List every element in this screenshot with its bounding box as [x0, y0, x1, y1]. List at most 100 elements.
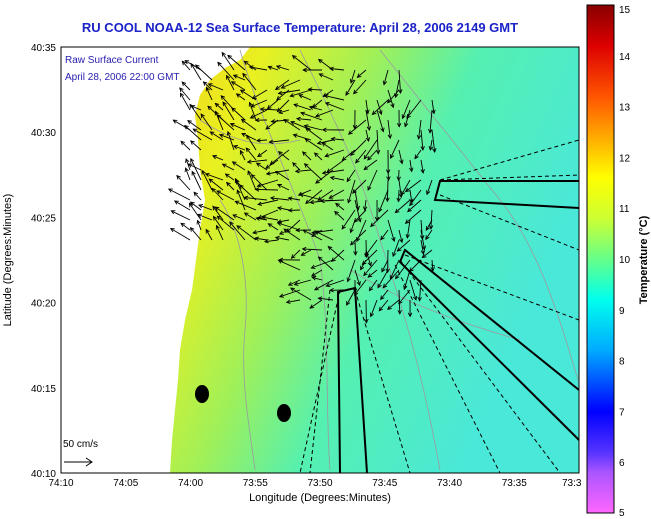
current-vector-head [291, 54, 297, 60]
current-vector-head [365, 137, 371, 143]
current-vector-head [316, 140, 322, 145]
current-vector-head [184, 60, 190, 65]
current-vector [365, 129, 370, 142]
current-vector-head [224, 173, 230, 178]
current-vector [370, 299, 378, 317]
current-vector-head [390, 154, 395, 160]
current-vector [364, 239, 378, 257]
current-vector [367, 149, 378, 161]
current-vector [405, 179, 422, 192]
current-vector [364, 199, 367, 211]
current-vector [222, 101, 235, 121]
current-vector [189, 104, 202, 121]
current-vector [275, 171, 290, 181]
current-vector-head [317, 196, 323, 201]
current-vector [244, 197, 268, 201]
current-vector-head [216, 114, 222, 119]
current-vector-head [401, 190, 406, 196]
current-vector-head [321, 127, 327, 133]
current-vector-head [298, 94, 304, 99]
current-vector-head [350, 151, 355, 157]
current-vector-head [319, 198, 325, 204]
current-vector [420, 129, 424, 150]
current-vector [409, 259, 422, 272]
current-vector [231, 81, 246, 91]
current-vector [378, 299, 389, 311]
current-vector [252, 89, 268, 99]
current-vector [398, 69, 401, 94]
current-vector [406, 99, 422, 119]
current-vector [288, 279, 301, 286]
current-vector-head [387, 305, 392, 310]
current-vector-head [300, 251, 306, 256]
current-vector-head [404, 187, 410, 193]
radar-boundary-lines [336, 180, 580, 474]
current-vector [365, 249, 372, 266]
current-vector-head [367, 185, 372, 191]
current-vector [409, 279, 417, 301]
current-vector [397, 239, 411, 252]
x-tick-label: 73:50 [307, 478, 332, 489]
current-vector [205, 229, 213, 241]
current-vector-head [236, 189, 241, 195]
current-vector [179, 87, 191, 101]
current-vector-head [304, 138, 310, 143]
current-vector [275, 79, 290, 90]
current-vector-head [367, 155, 372, 161]
current-vector-head [428, 128, 433, 134]
current-vector-head [357, 217, 362, 223]
current-vector-head [254, 117, 260, 123]
current-vector [429, 139, 433, 150]
current-vector-head [362, 206, 368, 212]
current-vector-head [290, 287, 295, 292]
current-vector-head [214, 110, 219, 116]
current-vector [269, 139, 290, 143]
current-vector-head [385, 197, 390, 203]
current-vector-head [380, 235, 385, 241]
current-vector-head [421, 245, 427, 251]
current-vector-head [329, 66, 334, 72]
current-vector-head [302, 229, 308, 234]
current-vector-head [191, 170, 196, 176]
current-vector-head [268, 139, 274, 145]
current-vector [239, 150, 246, 161]
current-vector-head [396, 197, 401, 203]
current-vector-head [190, 157, 195, 163]
x-tick-label: 74:05 [113, 478, 138, 489]
current-vector [302, 229, 323, 241]
current-vector-head [214, 206, 220, 211]
current-vector-head [248, 101, 253, 107]
current-vector-head [241, 132, 246, 137]
current-vector [300, 112, 323, 121]
current-vector-head [180, 222, 186, 228]
current-vector-head [311, 276, 317, 281]
current-vector-head [250, 103, 256, 108]
current-vector [249, 66, 268, 71]
current-vector [257, 149, 268, 157]
current-vector [329, 189, 345, 199]
current-vector [250, 109, 268, 119]
current-vector-head [238, 184, 244, 190]
current-vector-head [254, 187, 260, 192]
current-vector [301, 249, 312, 256]
current-vector-head [347, 198, 352, 204]
current-vector [219, 134, 235, 141]
current-vector [233, 74, 246, 81]
current-vector-head [214, 102, 220, 108]
current-vector-head [420, 168, 425, 174]
current-vector [246, 134, 257, 151]
current-vector [200, 113, 213, 131]
current-vector [277, 219, 290, 223]
current-vector [304, 163, 323, 181]
current-vector [320, 199, 345, 202]
current-vector-head [234, 177, 239, 183]
current-vector [324, 95, 345, 101]
current-vector [305, 127, 323, 141]
current-vector [315, 109, 334, 117]
current-vector [275, 236, 290, 241]
station-marker [195, 385, 209, 403]
current-vector [288, 209, 301, 211]
current-vector [407, 199, 422, 212]
current-vector-head [327, 245, 333, 251]
current-vector-head [397, 310, 402, 315]
